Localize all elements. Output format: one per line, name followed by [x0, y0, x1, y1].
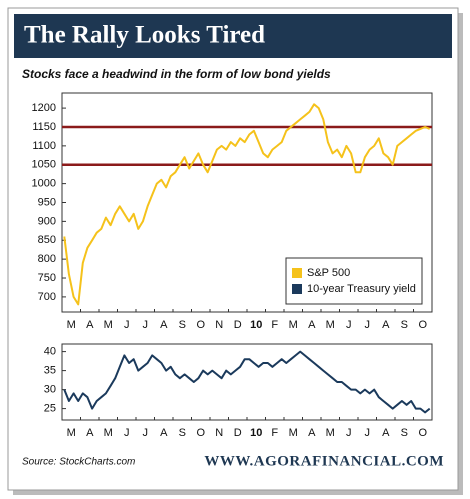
- data-line: [63, 350, 431, 414]
- x-tick-label: M: [67, 319, 76, 331]
- x-tick-label: S: [401, 319, 408, 331]
- legend-label: 10-year Treasury yield: [307, 283, 416, 295]
- x-tick-label: N: [215, 427, 223, 439]
- legend-box: [285, 257, 423, 305]
- x-tick-label: O: [418, 319, 427, 331]
- x-tick-label: M: [104, 319, 113, 331]
- x-tick-label: J: [124, 427, 130, 439]
- website: WWW.AGORAFINANCIAL.COM: [204, 453, 444, 469]
- x-tick-label: J: [124, 319, 130, 331]
- x-tick-label: M: [67, 427, 76, 439]
- y-tick-label: 700: [38, 291, 56, 303]
- x-tick-label: A: [160, 319, 168, 331]
- x-tick-label: A: [382, 427, 390, 439]
- title-banner: [14, 14, 452, 58]
- legend-swatch: [292, 284, 302, 294]
- y-tick-label: 1150: [32, 121, 56, 133]
- x-tick-label: A: [86, 319, 94, 331]
- x-tick-label: S: [401, 427, 408, 439]
- x-tick-label: M: [326, 427, 335, 439]
- x-tick-label: A: [308, 427, 316, 439]
- x-tick-label: O: [196, 427, 205, 439]
- y-tick-label: 950: [38, 196, 56, 208]
- x-tick-label: A: [160, 427, 168, 439]
- x-tick-label: N: [215, 319, 223, 331]
- x-tick-label: O: [196, 319, 205, 331]
- x-tick-label: M: [289, 427, 298, 439]
- x-tick-label: J: [365, 427, 371, 439]
- x-tick-label: M: [289, 319, 298, 331]
- x-tick-label: A: [382, 319, 390, 331]
- y-tick-label: 850: [38, 234, 56, 246]
- y-tick-label: 35: [44, 365, 56, 377]
- x-tick-label: J: [143, 427, 149, 439]
- legend-swatch: [292, 268, 302, 278]
- x-tick-label: S: [179, 319, 186, 331]
- y-tick-label: 25: [44, 403, 56, 415]
- data-line: [63, 103, 431, 306]
- x-tick-label: J: [143, 319, 149, 331]
- subtitle: Stocks face a headwind in the form of lo…: [22, 67, 331, 81]
- x-tick-label: D: [234, 319, 242, 331]
- y-tick-label: 800: [38, 253, 56, 265]
- y-tick-label: 900: [38, 215, 56, 227]
- y-tick-label: 1050: [32, 159, 56, 171]
- x-tick-label: F: [271, 319, 278, 331]
- y-tick-label: 1200: [32, 102, 56, 114]
- title: The Rally Looks Tired: [24, 22, 265, 49]
- x-tick-label: A: [308, 319, 316, 331]
- x-tick-label: M: [104, 427, 113, 439]
- y-tick-label: 40: [44, 346, 56, 358]
- x-tick-label: A: [86, 427, 94, 439]
- x-tick-label: F: [271, 427, 278, 439]
- y-tick-label: 750: [38, 272, 56, 284]
- x-tick-label: M: [326, 319, 335, 331]
- plot-area: [61, 343, 433, 421]
- source: Source: StockCharts.com: [22, 457, 135, 468]
- x-tick-label: J: [365, 319, 371, 331]
- x-tick-label: 10: [250, 319, 262, 331]
- x-tick-label: 10: [250, 427, 262, 439]
- x-tick-label: D: [234, 427, 242, 439]
- y-tick-label: 30: [44, 384, 56, 396]
- x-tick-label: S: [179, 427, 186, 439]
- y-tick-label: 1100: [32, 140, 56, 152]
- x-tick-label: J: [346, 427, 352, 439]
- x-tick-label: O: [418, 427, 427, 439]
- x-tick-label: J: [346, 319, 352, 331]
- y-tick-label: 1000: [32, 178, 56, 190]
- legend-label: S&P 500: [307, 267, 350, 279]
